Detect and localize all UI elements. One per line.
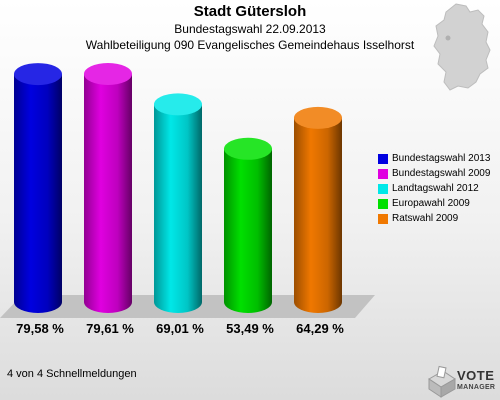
legend-label: Bundestagswahl 2013 xyxy=(392,153,491,164)
bar xyxy=(84,63,132,313)
ballot-box-icon xyxy=(428,365,456,398)
legend-label: Europawahl 2009 xyxy=(392,198,470,209)
bar-body xyxy=(294,117,342,314)
bar-cap xyxy=(294,106,342,129)
legend-label: Ratswahl 2009 xyxy=(392,213,459,224)
logo-text-manager: MANAGER xyxy=(457,384,496,391)
bar-body xyxy=(224,148,272,313)
legend-label: Landtagswahl 2012 xyxy=(392,183,479,194)
legend-swatch xyxy=(378,184,388,194)
bar xyxy=(14,63,62,313)
bar-cap xyxy=(224,137,272,160)
chart-title: Stadt Gütersloh xyxy=(193,3,307,20)
bar xyxy=(224,137,272,313)
bar-cap xyxy=(154,93,202,116)
bar-cap xyxy=(14,63,62,86)
legend-swatch xyxy=(378,169,388,179)
germany-map-icon xyxy=(433,3,491,91)
bar-value-label: 79,58 % xyxy=(16,321,64,336)
bar-body xyxy=(14,74,62,313)
vote-manager-logo: VOTE MANAGER xyxy=(425,365,500,400)
footer-status: 4 von 4 Schnellmeldungen xyxy=(7,368,137,380)
legend-swatch xyxy=(378,214,388,224)
bar-value-label: 69,01 % xyxy=(156,321,204,336)
bar-body xyxy=(154,104,202,313)
bar xyxy=(294,106,342,314)
chart-subtitle-district: Wahlbeteiligung 090 Evangelisches Gemein… xyxy=(85,38,415,52)
bar-value-label: 64,29 % xyxy=(296,321,344,336)
legend-swatch xyxy=(378,154,388,164)
chart-subtitle-election: Bundestagswahl 22.09.2013 xyxy=(174,22,326,36)
legend-swatch xyxy=(378,199,388,209)
bar-cap xyxy=(84,63,132,85)
bar-value-label: 79,61 % xyxy=(86,321,134,336)
logo-text-vote: VOTE xyxy=(457,368,495,383)
bar-body xyxy=(84,74,132,313)
legend-label: Bundestagswahl 2009 xyxy=(392,168,491,179)
bar-value-label: 53,49 % xyxy=(226,321,274,336)
bar xyxy=(154,93,202,313)
